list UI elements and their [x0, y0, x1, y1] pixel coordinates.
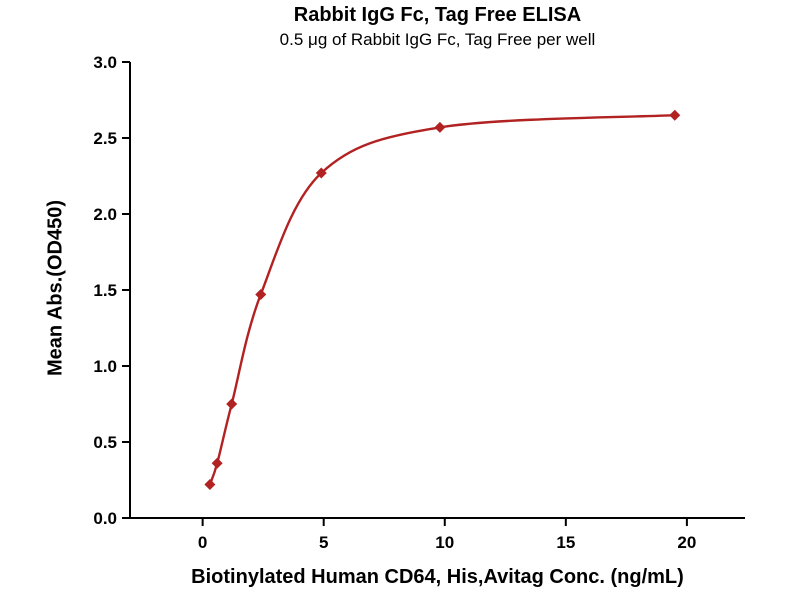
- chart-title: Rabbit IgG Fc, Tag Free ELISA: [293, 4, 582, 26]
- y-tick-label: 0.0: [93, 509, 117, 528]
- y-tick-label: 2.5: [93, 129, 117, 148]
- x-tick-label: 0: [198, 533, 207, 552]
- x-tick-label: 5: [319, 533, 328, 552]
- chart-subtitle: 0.5 μg of Rabbit IgG Fc, Tag Free per we…: [279, 30, 596, 49]
- data-point-marker: [226, 398, 238, 410]
- data-point-marker: [669, 109, 681, 121]
- y-tick-label: 2.0: [93, 205, 117, 224]
- x-axis-label: Biotinylated Human CD64, His,Avitag Conc…: [191, 566, 684, 588]
- data-point-marker: [255, 289, 267, 301]
- data-point-marker: [315, 167, 327, 179]
- y-tick-label: 1.0: [93, 357, 117, 376]
- data-point-marker: [204, 479, 216, 491]
- y-tick-label: 3.0: [93, 53, 117, 72]
- fit-curve: [208, 114, 675, 485]
- x-tick-label: 10: [435, 533, 454, 552]
- x-tick-label: 15: [556, 533, 575, 552]
- data-point-marker: [434, 121, 446, 133]
- y-tick-label: 1.5: [93, 281, 117, 300]
- data-point-marker: [211, 457, 223, 469]
- y-tick-label: 0.5: [93, 433, 117, 452]
- x-tick-label: 20: [677, 533, 696, 552]
